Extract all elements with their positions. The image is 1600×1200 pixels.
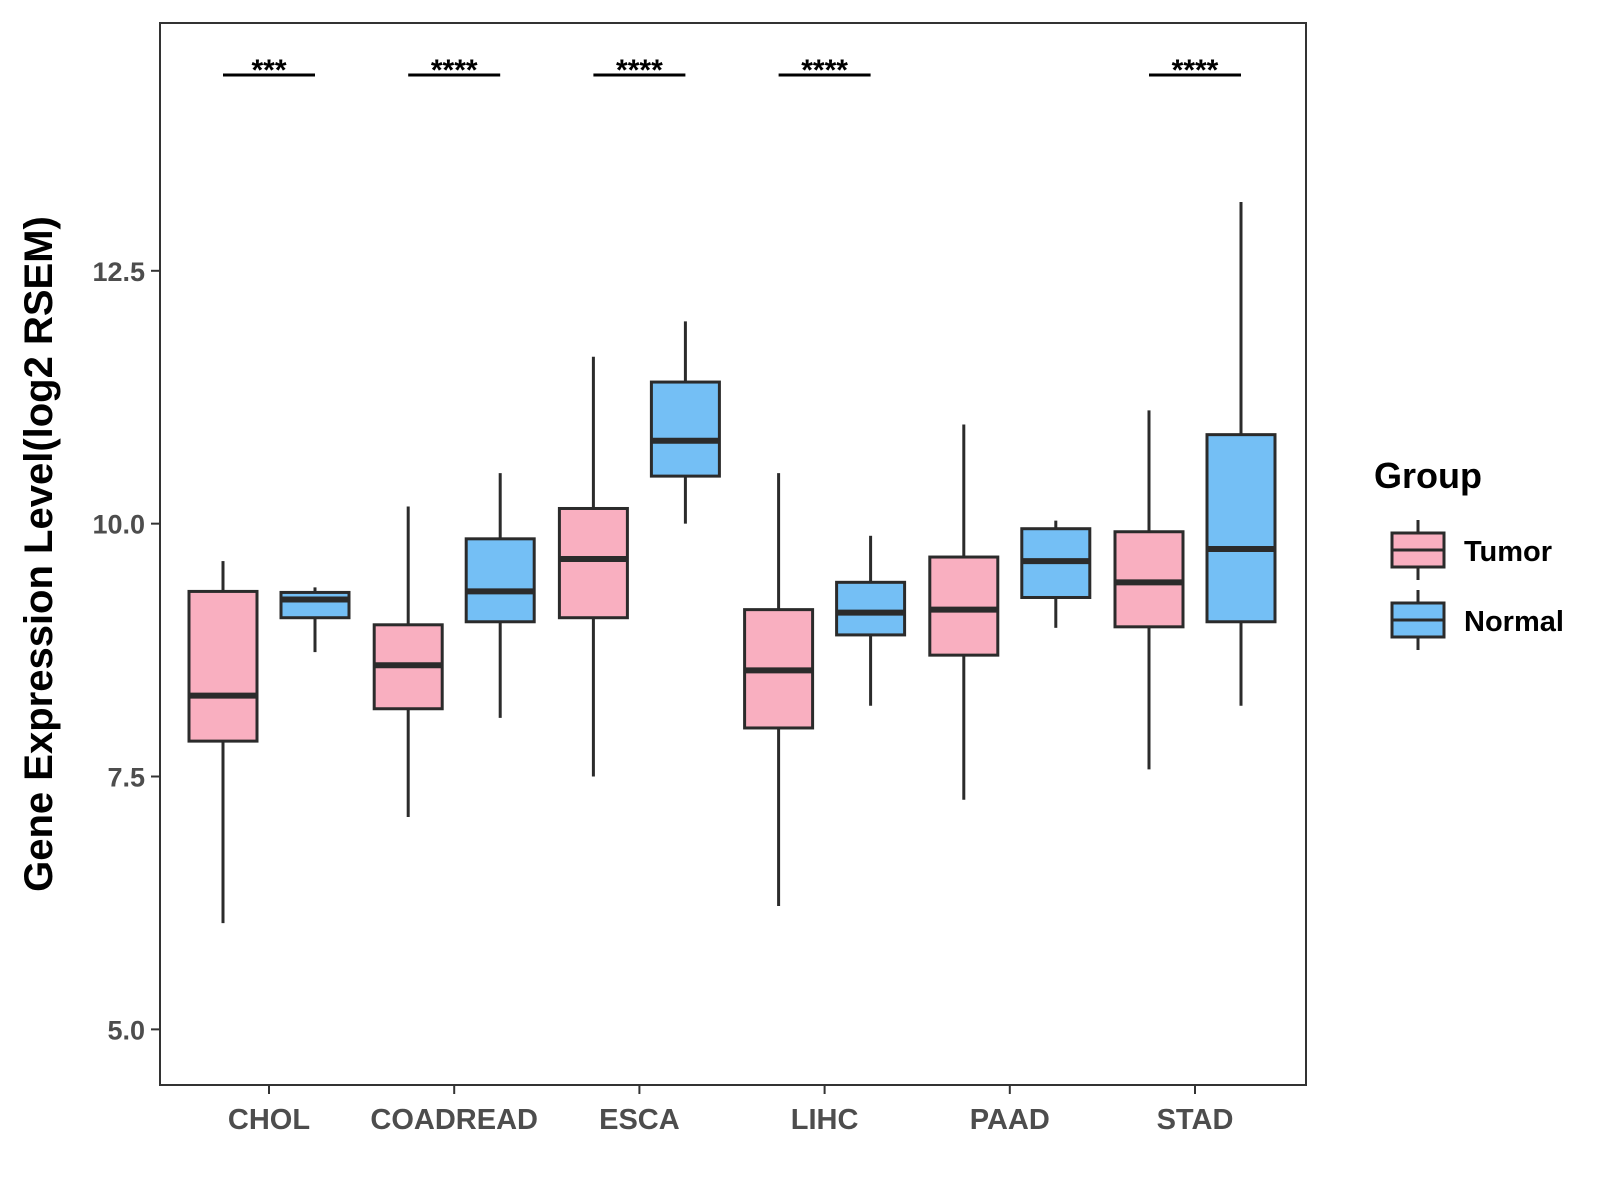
tumor-box <box>1113 530 1185 629</box>
y-tick-label: 12.5 <box>92 257 145 287</box>
significance-label: **** <box>801 54 848 87</box>
normal-box <box>279 590 351 620</box>
normal-box <box>649 380 721 478</box>
legend-title: Group <box>1374 455 1482 496</box>
tumor-box <box>928 555 1000 657</box>
x-category-label: PAAD <box>970 1104 1050 1136</box>
x-category-label: ESCA <box>599 1104 680 1136</box>
x-category-label: COADREAD <box>370 1104 538 1136</box>
significance-label: **** <box>431 54 478 87</box>
normal-box <box>1205 433 1277 624</box>
plot-panel-border <box>159 22 1307 1086</box>
significance-label: *** <box>251 54 286 87</box>
y-tick-label: 10.0 <box>92 510 145 540</box>
y-tick-label: 5.0 <box>107 1015 145 1045</box>
legend-label-normal: Normal <box>1464 606 1564 638</box>
y-axis-title: Gene Expression Level(log2 RSEM) <box>17 216 61 892</box>
legend: Group Tumor Normal <box>1374 455 1564 650</box>
x-category-label: STAD <box>1157 1104 1234 1136</box>
legend-label-tumor: Tumor <box>1464 536 1552 568</box>
x-category-label: CHOL <box>228 1104 310 1136</box>
tumor-box <box>187 589 259 743</box>
normal-box <box>464 537 536 624</box>
significance-label: **** <box>616 54 663 87</box>
significance-label: **** <box>1172 54 1219 87</box>
y-tick-label: 7.5 <box>107 763 145 793</box>
x-category-label: LIHC <box>791 1104 859 1136</box>
tumor-box <box>557 506 629 620</box>
normal-box <box>835 580 907 637</box>
